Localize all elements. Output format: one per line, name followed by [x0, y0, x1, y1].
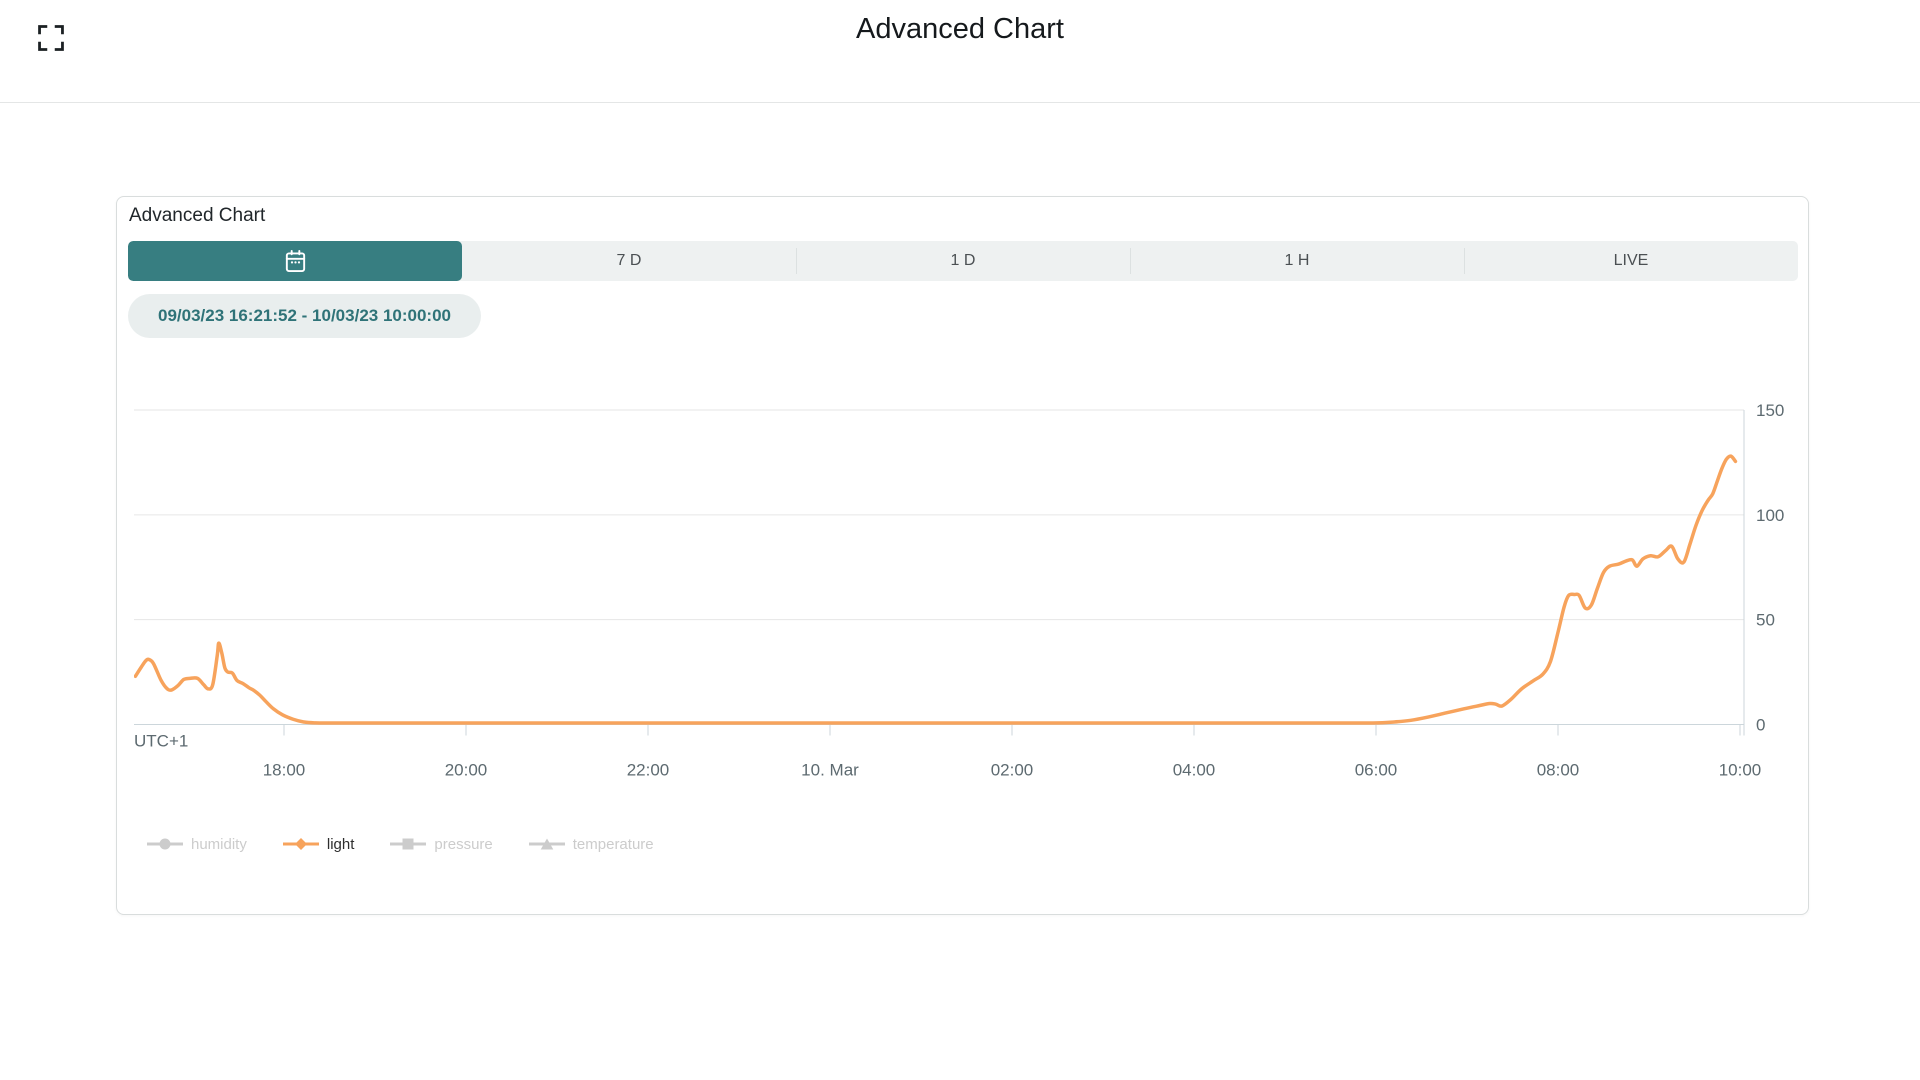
x-tick-label: 08:00: [1537, 761, 1580, 780]
triangle-marker-icon: [528, 838, 565, 850]
legend-label: temperature: [572, 835, 654, 853]
tab-label: LIVE: [1613, 252, 1649, 269]
legend-item-light[interactable]: light: [282, 835, 355, 853]
x-tick-label: 04:00: [1173, 761, 1216, 780]
tab-7d[interactable]: 7 D: [462, 241, 796, 281]
series-line-light[interactable]: [134, 454, 1738, 725]
y-tick-label: 0: [1756, 716, 1765, 735]
fullscreen-button[interactable]: [34, 22, 68, 56]
chart-legend: humidity light pressure temperature: [147, 829, 654, 859]
circle-marker-icon: [147, 838, 183, 850]
tab-custom-range[interactable]: [128, 241, 462, 281]
x-tick-label: 20:00: [445, 761, 488, 780]
x-tick-label: 10. Mar: [801, 761, 859, 780]
x-tick-label: 22:00: [627, 761, 670, 780]
range-tabbar: 7 D 1 D 1 H LIVE: [128, 241, 1798, 281]
x-tick-label: 18:00: [263, 761, 306, 780]
square-marker-icon: [390, 838, 427, 850]
y-tick-label: 100: [1756, 506, 1784, 525]
legend-label: light: [326, 835, 355, 853]
x-axis-ticks: [283, 724, 1741, 736]
y-tick-label: 50: [1756, 611, 1775, 630]
legend-item-pressure[interactable]: pressure: [390, 835, 493, 853]
tab-live[interactable]: LIVE: [1464, 241, 1798, 281]
tab-label: 7 D: [616, 252, 642, 269]
legend-label: pressure: [434, 835, 493, 853]
x-axis-labels: 18:00 20:00 22:00 10. Mar 02:00 04:00 06:00 08:…: [263, 761, 1762, 780]
date-range-text: 09/03/23 16:21:52 - 10/03/23 10:00:00: [158, 306, 452, 325]
y-gridlines: [134, 409, 1744, 725]
diamond-marker-icon: [282, 838, 319, 850]
card-title: Advanced Chart: [129, 205, 266, 226]
calendar-icon: [285, 249, 305, 272]
x-tick-label: 10:00: [1719, 761, 1762, 780]
legend-item-humidity[interactable]: humidity: [147, 837, 247, 852]
legend-label: humidity: [191, 835, 247, 853]
tab-label: 1 D: [950, 252, 976, 269]
y-tick-label: 150: [1756, 401, 1784, 420]
y-axis-labels: 0 50 100 150: [1756, 401, 1784, 735]
tab-label: 1 H: [1284, 252, 1310, 269]
chart-card: Advanced Chart 7 D 1 D 1 H LIVE 09/03/23 16…: [116, 196, 1809, 915]
date-range-badge[interactable]: 09/03/23 16:21:52 - 10/03/23 10:00:00: [128, 294, 482, 338]
page-title: Advanced Chart: [856, 13, 1064, 45]
timezone-label: UTC+1: [134, 732, 188, 751]
tab-1h[interactable]: 1 H: [1130, 241, 1464, 281]
fullscreen-icon: [38, 24, 64, 51]
chart-plot-area[interactable]: 0 50 100 150 18:00 20:00 22:00 10. Mar 02:00 04:0…: [117, 197, 1810, 916]
x-tick-label: 02:00: [991, 761, 1034, 780]
app-header: Advanced Chart: [0, 0, 1920, 103]
tab-1d[interactable]: 1 D: [796, 241, 1130, 281]
x-tick-label: 06:00: [1355, 761, 1398, 780]
legend-item-temperature[interactable]: temperature: [528, 835, 654, 853]
